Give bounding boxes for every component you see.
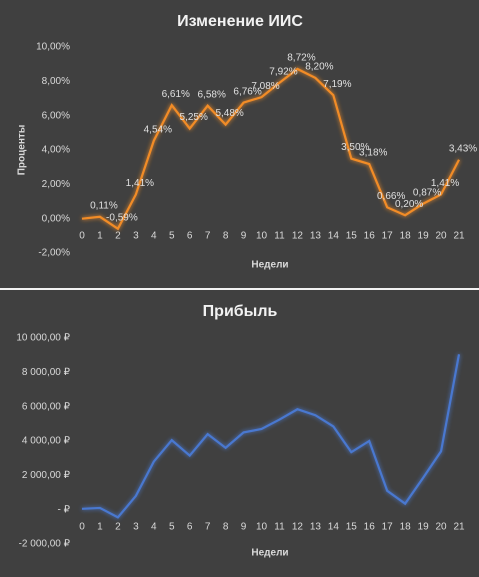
data-label: 0,87%	[413, 187, 441, 198]
x-tick-label: 12	[292, 230, 304, 241]
x-tick-label: 8	[223, 230, 229, 241]
x-tick-label: 9	[241, 230, 247, 241]
data-label: 7,08%	[251, 81, 279, 92]
x-axis-title: Недели	[251, 260, 288, 271]
y-tick-label: 4 000,00 ₽	[22, 436, 71, 447]
x-tick-label: 2	[115, 230, 121, 241]
x-tick-label: 18	[400, 230, 412, 241]
data-label: 6,61%	[162, 89, 190, 100]
y-tick-label: 6,00%	[42, 110, 70, 121]
x-tick-label: 5	[169, 230, 175, 241]
data-label: 0,11%	[90, 200, 118, 211]
y-tick-label: 2 000,00 ₽	[22, 470, 71, 481]
data-label: 4,54%	[144, 124, 172, 135]
x-tick-label: 3	[133, 521, 139, 532]
x-tick-label: 21	[453, 521, 465, 532]
x-tick-label: 7	[205, 521, 211, 532]
x-tick-label: 6	[187, 230, 193, 241]
x-tick-label: 15	[346, 521, 358, 532]
x-axis-title: Недели	[251, 548, 288, 559]
y-tick-label: 2,00%	[42, 179, 70, 190]
data-label: 5,48%	[215, 108, 243, 119]
x-tick-label: 13	[310, 521, 322, 532]
x-tick-label: 19	[418, 521, 430, 532]
x-tick-label: 5	[169, 521, 175, 532]
y-tick-label: -2 000,00 ₽	[19, 539, 71, 550]
x-tick-label: 1	[97, 521, 103, 532]
y-axis-title: Проценты	[17, 125, 28, 176]
series-line	[81, 354, 461, 519]
data-label: 7,92%	[269, 66, 297, 77]
x-tick-label: 10	[256, 230, 268, 241]
x-tick-label: 2	[115, 521, 121, 532]
y-tick-label: 4,00%	[42, 145, 70, 156]
chart-title: Изменение ИИС	[177, 13, 303, 30]
data-label: 3,50%	[341, 142, 369, 153]
y-tick-label: 0,00%	[42, 213, 70, 224]
y-tick-label: 10 000,00 ₽	[16, 333, 70, 344]
data-label: 6,76%	[233, 86, 261, 97]
y-tick-label: 10,00%	[36, 42, 70, 53]
x-tick-label: 12	[292, 521, 304, 532]
x-tick-label: 4	[151, 230, 157, 241]
data-label: 3,18%	[359, 148, 387, 159]
x-tick-label: 15	[346, 230, 358, 241]
y-tick-label: 8,00%	[42, 76, 70, 87]
data-label: 5,25%	[180, 112, 208, 123]
y-tick-label: - ₽	[58, 504, 71, 515]
x-tick-label: 1	[97, 230, 103, 241]
data-label: 1,41%	[126, 178, 154, 189]
x-tick-label: 17	[382, 230, 394, 241]
data-label: 1,41%	[431, 178, 459, 189]
data-label: 8,72%	[287, 53, 315, 64]
x-tick-label: 20	[435, 521, 447, 532]
data-label: 8,20%	[305, 62, 333, 73]
data-label: -0,59%	[106, 212, 138, 223]
x-tick-label: 9	[241, 521, 247, 532]
x-tick-label: 14	[328, 230, 340, 241]
x-tick-label: 18	[400, 521, 412, 532]
data-label: 0,66%	[377, 191, 405, 202]
y-tick-label: 8 000,00 ₽	[22, 367, 71, 378]
x-tick-label: 6	[187, 521, 193, 532]
x-tick-label: 16	[364, 230, 376, 241]
x-tick-label: 4	[151, 521, 157, 532]
series-line	[81, 67, 460, 231]
x-tick-label: 7	[205, 230, 211, 241]
x-tick-label: 0	[79, 230, 85, 241]
data-label: 7,19%	[323, 79, 351, 90]
x-tick-label: 0	[79, 521, 85, 532]
x-tick-label: 17	[382, 521, 394, 532]
x-tick-label: 14	[328, 521, 340, 532]
x-tick-label: 16	[364, 521, 376, 532]
x-tick-label: 19	[418, 230, 430, 241]
data-label: 3,43%	[449, 143, 477, 154]
x-tick-label: 3	[133, 230, 139, 241]
data-label: 6,58%	[197, 89, 225, 100]
x-tick-label: 13	[310, 230, 322, 241]
data-label: 0,20%	[395, 199, 423, 210]
chart-title: Прибыль	[203, 303, 278, 320]
x-tick-label: 10	[256, 521, 268, 532]
y-tick-label: -2,00%	[38, 248, 70, 259]
x-tick-label: 11	[274, 230, 285, 241]
x-tick-label: 21	[453, 230, 465, 241]
y-tick-label: 6 000,00 ₽	[22, 401, 71, 412]
x-tick-label: 11	[274, 521, 285, 532]
x-tick-label: 8	[223, 521, 229, 532]
x-tick-label: 20	[435, 230, 447, 241]
